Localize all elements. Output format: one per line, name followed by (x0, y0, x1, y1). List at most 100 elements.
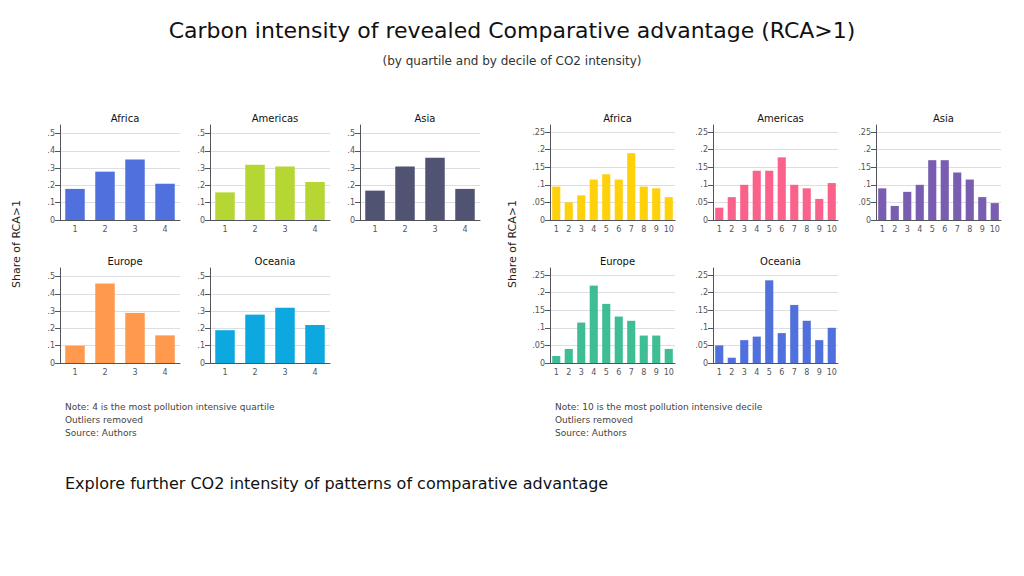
svg-text:0: 0 (866, 216, 871, 225)
svg-text:0: 0 (703, 359, 708, 368)
svg-text:6: 6 (616, 225, 621, 234)
svg-text:8: 8 (967, 225, 972, 234)
svg-text:3: 3 (132, 368, 137, 377)
svg-text:.2: .2 (537, 288, 545, 297)
svg-text:Europe: Europe (600, 256, 635, 267)
svg-text:2: 2 (252, 368, 257, 377)
svg-text:.15: .15 (858, 163, 871, 172)
svg-text:.1: .1 (197, 341, 205, 350)
svg-text:.5: .5 (347, 129, 355, 138)
svg-text:.05: .05 (532, 341, 545, 350)
svg-text:10: 10 (664, 368, 674, 377)
svg-text:0: 0 (350, 216, 355, 225)
svg-text:Note: 4 is the most pollution: Note: 4 is the most pollution intensive … (65, 402, 275, 412)
svg-text:4: 4 (591, 368, 596, 377)
svg-text:4: 4 (462, 225, 467, 234)
svg-text:6: 6 (942, 225, 947, 234)
svg-text:1: 1 (72, 368, 77, 377)
svg-text:4: 4 (591, 225, 596, 234)
svg-text:9: 9 (817, 225, 822, 234)
svg-text:1: 1 (554, 225, 559, 234)
svg-text:4: 4 (754, 225, 759, 234)
svg-text:3: 3 (132, 225, 137, 234)
svg-text:0: 0 (540, 359, 545, 368)
svg-text:1: 1 (222, 225, 227, 234)
svg-text:Africa: Africa (603, 113, 632, 124)
svg-text:0: 0 (703, 216, 708, 225)
svg-text:1: 1 (717, 368, 722, 377)
svg-text:.1: .1 (863, 180, 871, 189)
svg-text:.2: .2 (347, 181, 355, 190)
svg-text:3: 3 (282, 225, 287, 234)
svg-text:8: 8 (641, 225, 646, 234)
svg-text:1: 1 (880, 225, 885, 234)
svg-text:0: 0 (50, 359, 55, 368)
svg-text:9: 9 (980, 225, 985, 234)
svg-text:Oceania: Oceania (255, 256, 296, 267)
svg-text:.1: .1 (537, 180, 545, 189)
svg-text:.4: .4 (197, 146, 205, 155)
svg-text:.5: .5 (47, 129, 55, 138)
svg-text:.3: .3 (47, 164, 55, 173)
svg-text:8: 8 (804, 225, 809, 234)
svg-text:2: 2 (102, 225, 107, 234)
svg-text:2: 2 (729, 225, 734, 234)
svg-text:.15: .15 (695, 163, 708, 172)
svg-text:.2: .2 (197, 181, 205, 190)
svg-text:.2: .2 (47, 324, 55, 333)
svg-text:Americas: Americas (252, 113, 298, 124)
svg-text:3: 3 (282, 368, 287, 377)
svg-text:Africa: Africa (111, 113, 140, 124)
svg-text:1: 1 (717, 225, 722, 234)
svg-text:.25: .25 (532, 128, 545, 137)
svg-text:9: 9 (817, 368, 822, 377)
svg-text:.2: .2 (700, 145, 708, 154)
svg-text:7: 7 (792, 225, 797, 234)
svg-text:4: 4 (754, 368, 759, 377)
svg-text:6: 6 (616, 368, 621, 377)
svg-text:4: 4 (312, 225, 317, 234)
svg-text:7: 7 (792, 368, 797, 377)
svg-text:5: 5 (767, 225, 772, 234)
svg-text:Source: Authors: Source: Authors (65, 428, 137, 438)
svg-text:Oceania: Oceania (760, 256, 801, 267)
svg-text:5: 5 (604, 368, 609, 377)
svg-text:4: 4 (162, 368, 167, 377)
svg-text:Carbon intensity of revealed C: Carbon intensity of revealed Comparative… (169, 18, 856, 43)
svg-text:2: 2 (252, 225, 257, 234)
svg-text:.1: .1 (700, 180, 708, 189)
svg-text:.4: .4 (197, 289, 205, 298)
svg-text:3: 3 (579, 225, 584, 234)
svg-text:.15: .15 (532, 163, 545, 172)
svg-text:Outliers removed: Outliers removed (555, 415, 633, 425)
svg-text:.3: .3 (197, 307, 205, 316)
svg-text:.1: .1 (47, 341, 55, 350)
svg-text:Americas: Americas (757, 113, 803, 124)
svg-text:10: 10 (664, 225, 674, 234)
svg-text:.25: .25 (695, 271, 708, 280)
svg-text:4: 4 (312, 368, 317, 377)
svg-text:.1: .1 (347, 198, 355, 207)
svg-text:.5: .5 (197, 272, 205, 281)
svg-text:Note: 10 is the most pollution: Note: 10 is the most pollution intensive… (555, 402, 763, 412)
svg-text:3: 3 (905, 225, 910, 234)
svg-text:9: 9 (654, 368, 659, 377)
svg-text:2: 2 (729, 368, 734, 377)
svg-text:.5: .5 (47, 272, 55, 281)
svg-text:0: 0 (200, 359, 205, 368)
svg-text:10: 10 (990, 225, 1000, 234)
svg-text:3: 3 (579, 368, 584, 377)
svg-text:0: 0 (540, 216, 545, 225)
svg-text:.15: .15 (695, 306, 708, 315)
svg-text:6: 6 (779, 225, 784, 234)
svg-text:Europe: Europe (107, 256, 142, 267)
svg-text:.2: .2 (863, 145, 871, 154)
svg-text:3: 3 (742, 225, 747, 234)
svg-text:1: 1 (72, 225, 77, 234)
svg-text:4: 4 (162, 225, 167, 234)
svg-text:.1: .1 (700, 323, 708, 332)
svg-text:.3: .3 (197, 164, 205, 173)
svg-text:Outliers removed: Outliers removed (65, 415, 143, 425)
svg-text:2: 2 (402, 225, 407, 234)
svg-text:.05: .05 (532, 198, 545, 207)
